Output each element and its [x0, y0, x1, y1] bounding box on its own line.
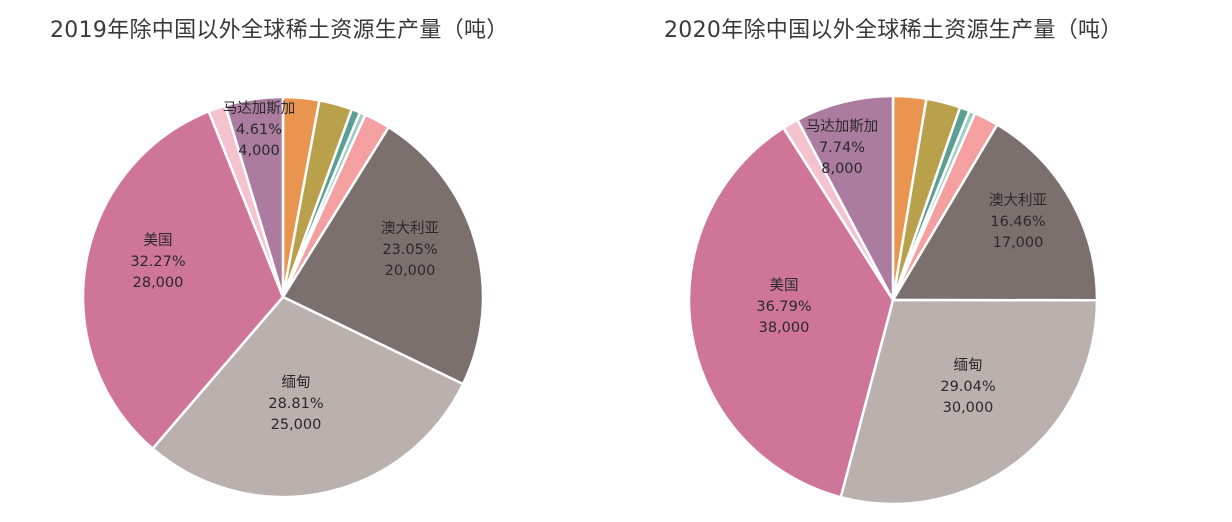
- pie-chart-2020: 2020年除中国以外全球稀土资源生产量（吨） 澳大利亚 16.46% 17,000 缅…: [616, 0, 1232, 522]
- data-label-2020-usa-value: 38,000: [759, 320, 810, 336]
- data-label-2019-madagascar-value: 4,000: [238, 143, 280, 159]
- data-label-2020-myanmar-percent: 29.04%: [940, 379, 995, 395]
- pie-slice-2020-myanmar: [839, 298, 1099, 506]
- pie-chart-2019: 2019年除中国以外全球稀土资源生产量（吨） 澳大利亚 23.05% 20,000 缅…: [0, 0, 600, 522]
- data-label-2020-madagascar-percent: 7.74%: [819, 140, 865, 156]
- data-label-2020-madagascar-name: 马达加斯加: [806, 118, 879, 135]
- pie-slice-2019-myanmar: [151, 295, 465, 499]
- data-label-2019-usa-value: 28,000: [133, 275, 184, 291]
- pie-2020: 澳大利亚 16.46% 17,000 缅甸 29.04% 30,000 美国 36.79% 38…: [687, 94, 1099, 506]
- data-label-2020-myanmar-value: 30,000: [943, 400, 994, 416]
- data-label-2019-myanmar-percent: 28.81%: [268, 396, 323, 412]
- data-label-2020-madagascar-value: 8,000: [821, 161, 863, 177]
- data-label-2019-myanmar-value: 25,000: [271, 417, 322, 433]
- pie-slice-2019-usa: [81, 110, 285, 450]
- data-label-2019-madagascar-percent: 4.61%: [236, 122, 282, 138]
- data-label-2019-usa-percent: 32.27%: [130, 254, 185, 270]
- pie-slice-2020-madagascar: [796, 94, 895, 302]
- pie-2019: 澳大利亚 23.05% 20,000 缅甸 28.81% 25,000 美国 32.27% 28…: [81, 95, 485, 499]
- chart-title-2019: 2019年除中国以外全球稀土资源生产量（吨）: [50, 18, 509, 43]
- data-label-2020-australia-percent: 16.46%: [990, 214, 1045, 230]
- data-label-2020-australia-name: 澳大利亚: [989, 192, 1047, 209]
- data-label-2019-australia-value: 20,000: [385, 263, 436, 279]
- data-label-2019-madagascar-name: 马达加斯加: [223, 100, 296, 117]
- data-label-2019-australia-percent: 23.05%: [382, 242, 437, 258]
- chart-title-2020: 2020年除中国以外全球稀土资源生产量（吨）: [664, 18, 1123, 43]
- data-label-2020-usa-percent: 36.79%: [756, 299, 811, 315]
- data-label-2020-usa-name: 美国: [770, 277, 799, 294]
- pie-slice-2020-australia: [891, 123, 1099, 302]
- pie-slice-2019-madagascar: [224, 95, 285, 299]
- data-label-2019-australia-name: 澳大利亚: [381, 220, 439, 237]
- data-label-2019-myanmar-name: 缅甸: [282, 374, 311, 391]
- data-label-2020-australia-value: 17,000: [993, 235, 1044, 251]
- data-label-2019-usa-name: 美国: [144, 232, 173, 249]
- data-label-2020-myanmar-name: 缅甸: [954, 357, 983, 374]
